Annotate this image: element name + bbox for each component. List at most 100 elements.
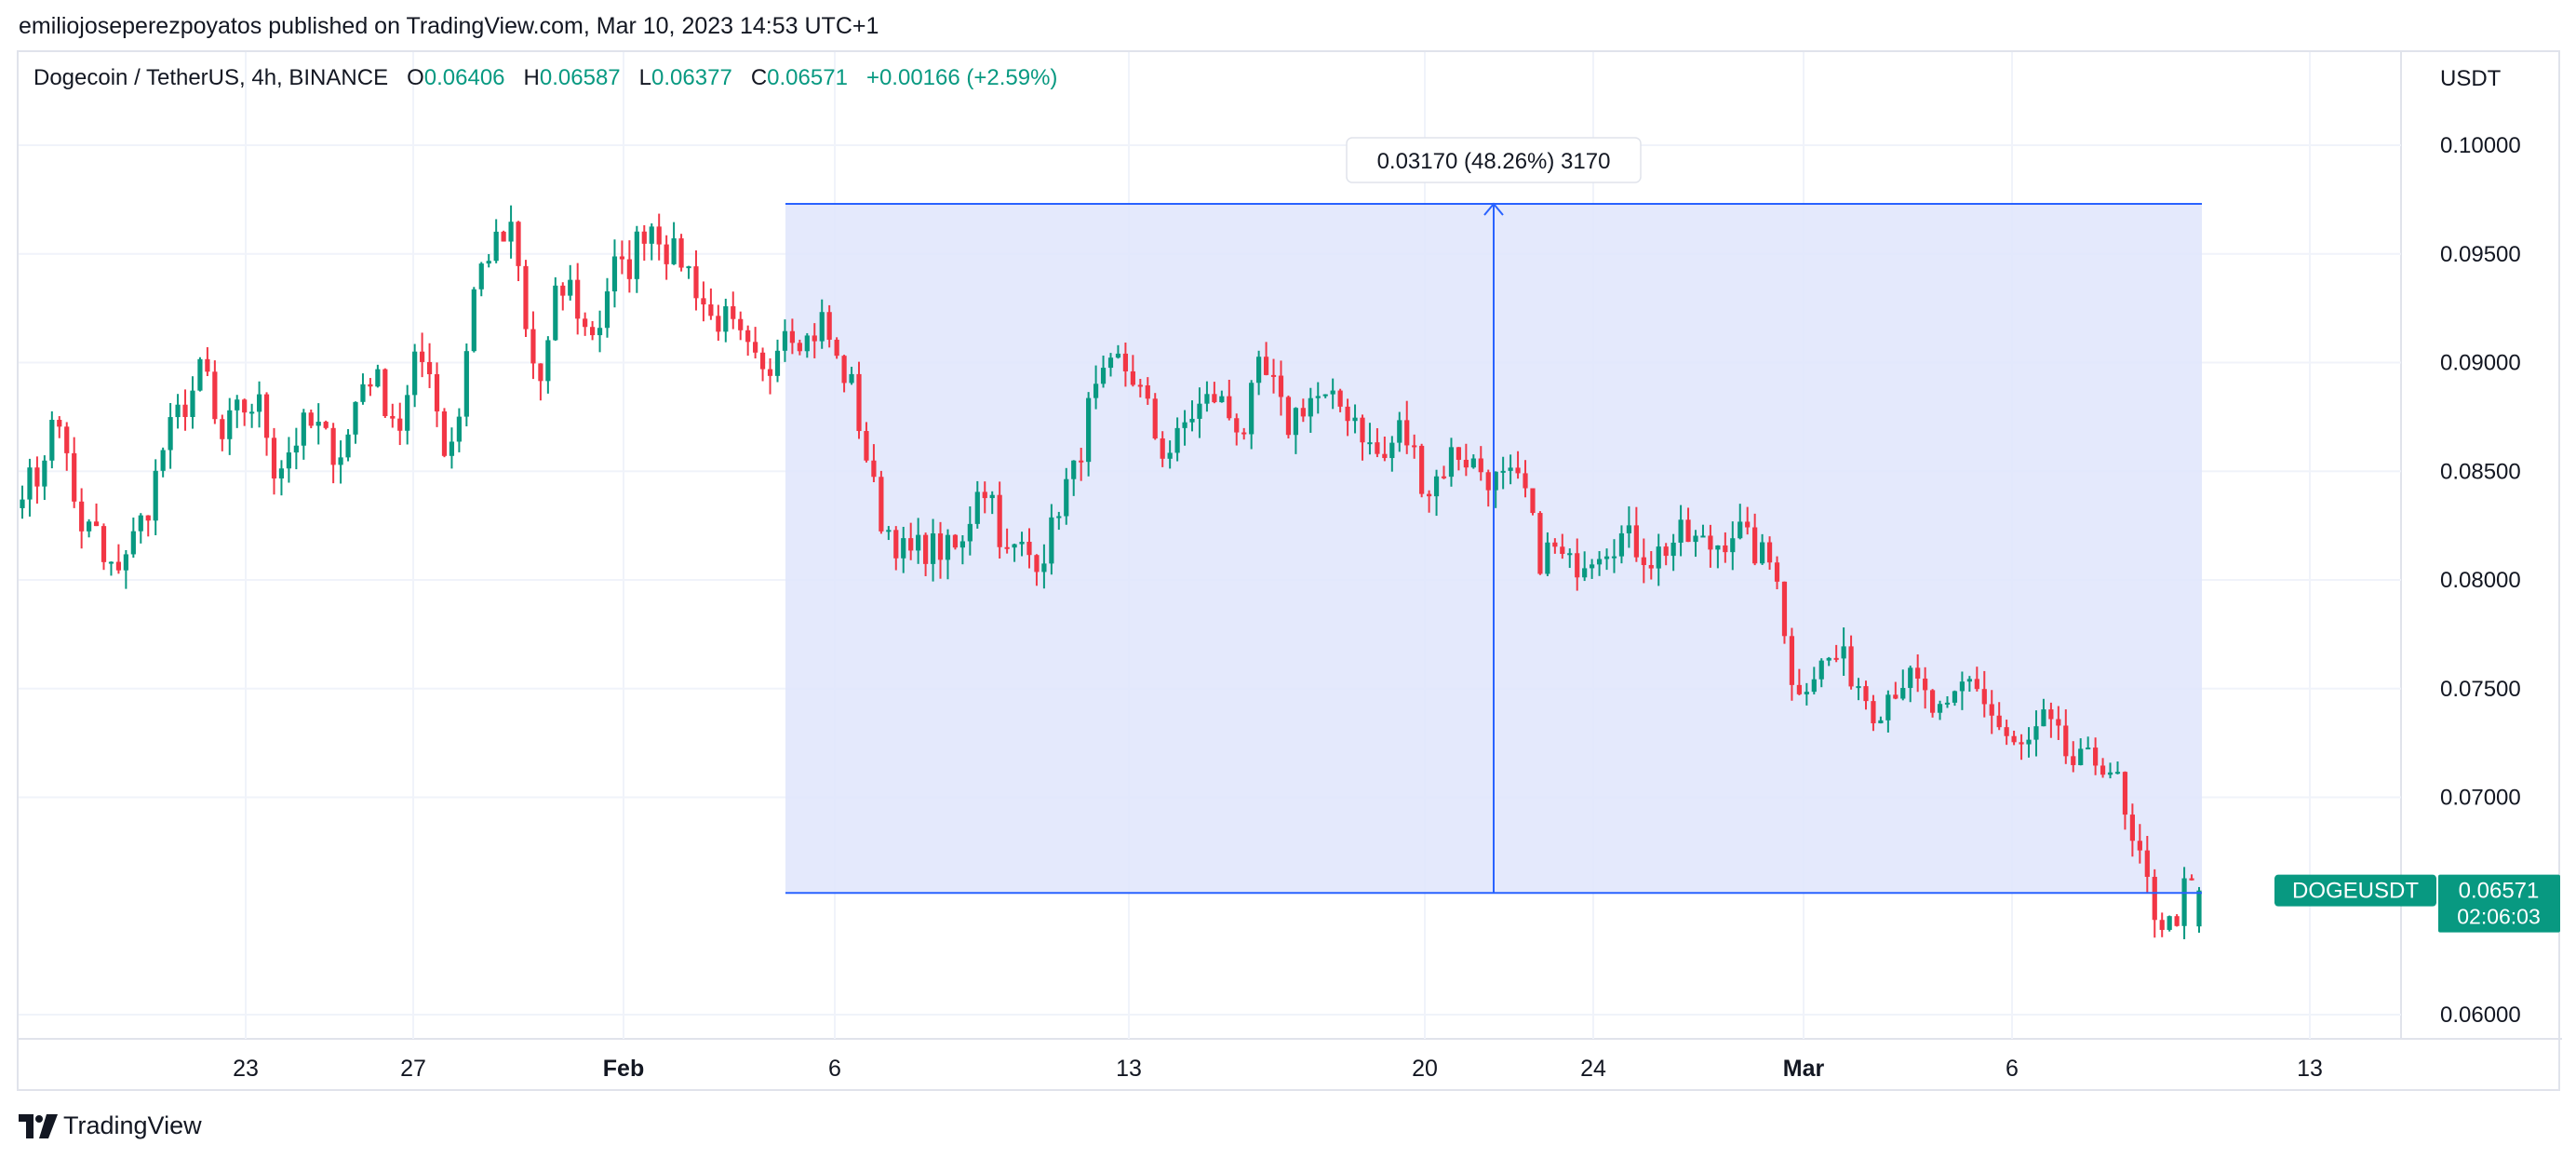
candle-body [153, 470, 158, 521]
candle-body [1122, 353, 1129, 371]
candle-body [145, 515, 151, 521]
publish-info: emiliojoseperezpoyatos published on Trad… [19, 13, 879, 39]
candle-body [826, 312, 832, 340]
legend-open-label: O [407, 65, 424, 90]
footer-brand-text: TradingView [63, 1111, 202, 1139]
candle-body [486, 261, 491, 264]
price-tick-label: 0.08000 [2440, 568, 2521, 593]
candle-body [834, 339, 839, 357]
candle-body [1885, 694, 1891, 720]
candle-body [1234, 418, 1240, 433]
candle-body [1375, 442, 1380, 454]
price-tick-label: 0.09000 [2440, 351, 2521, 376]
candle-body [1174, 427, 1180, 453]
candle-body [1552, 542, 1558, 547]
candle-body [2122, 772, 2128, 815]
candle-body [1981, 689, 1987, 705]
candle-body [256, 394, 262, 412]
candle-body [1856, 686, 1861, 689]
candle-body [1708, 535, 1713, 550]
candle-body [619, 256, 625, 260]
price-tick-label: 0.07500 [2440, 677, 2521, 702]
candle-body [1219, 396, 1225, 403]
price-axis: USDT 0.10000 0.09500 0.09000 0.08500 0.08000 0… [2440, 66, 2521, 1028]
candle-body [797, 343, 802, 352]
candle-body [390, 415, 396, 419]
candle-body [449, 441, 455, 456]
candle-body [293, 445, 299, 453]
candle-body [2181, 878, 2187, 926]
legend-change-value: +0.00166 (+2.59%) [865, 65, 1058, 90]
candle-body [249, 411, 255, 414]
candle-body [175, 404, 181, 418]
candle-body [1137, 384, 1143, 387]
time-tick-label: 23 [233, 1056, 259, 1082]
candle-body [1878, 720, 1884, 724]
candle-body [1826, 657, 1831, 661]
candle-body [1404, 420, 1410, 446]
candle-body [345, 434, 351, 458]
candle-body [1241, 432, 1247, 435]
legend-high-label: H [523, 65, 540, 90]
candle-body [989, 494, 995, 499]
candle-body [516, 222, 521, 266]
footer-branding[interactable]: TradingView [19, 1111, 202, 1140]
candle-body [893, 530, 899, 559]
candle-body [945, 534, 951, 560]
candle-body [952, 534, 959, 548]
candle-body [967, 523, 973, 542]
candle-body [1871, 701, 1876, 724]
candle-body [1352, 417, 1358, 422]
tradingview-logo-icon [19, 1113, 58, 1138]
symbol-tag-label: DOGEUSDT [2292, 879, 2419, 904]
candle-body [856, 373, 862, 432]
candle-body [1685, 519, 1691, 543]
candle-body [271, 438, 277, 478]
price-tick-label: 0.07000 [2440, 786, 2521, 811]
candle-body [242, 399, 248, 413]
candle-body [1152, 398, 1158, 438]
candle-body [1611, 556, 1617, 559]
candle-body [1412, 445, 1417, 448]
candlestick-chart[interactable]: 0.03170 (48.26%) 3170 USDT 0.10000 0.09500… [19, 52, 2562, 1093]
candle-body [123, 554, 128, 571]
candle-body [604, 291, 610, 329]
candle-body [1996, 715, 2002, 728]
candle-body [1493, 471, 1498, 491]
candle-body [560, 285, 566, 296]
chart-legend: Dogecoin / TetherUS, 4h, BINANCE O0.0640… [34, 65, 1057, 91]
candle-body [353, 401, 358, 435]
candle-body [1278, 375, 1284, 397]
candle-body [2137, 841, 2142, 851]
candle-body [2196, 890, 2202, 927]
candle-body [108, 561, 114, 564]
candle-body [49, 419, 55, 461]
candle-body [1560, 546, 1565, 555]
candle-body [101, 526, 107, 562]
candle-body [2174, 916, 2180, 926]
candle-body [1500, 470, 1506, 473]
candle-body [2189, 878, 2194, 881]
candle-body [982, 491, 987, 499]
candle-body [597, 328, 603, 336]
candle-body [1641, 557, 1646, 566]
candle-body [1426, 493, 1432, 497]
candle-body [1300, 408, 1306, 417]
candle-body [2152, 876, 2157, 921]
candle-body [1389, 442, 1395, 459]
chart-frame[interactable]: 0.03170 (48.26%) 3170 USDT 0.10000 0.09500… [17, 50, 2562, 1093]
candle-body [420, 351, 425, 362]
candle-body [2063, 725, 2069, 757]
range-measure-overlay: 0.03170 (48.26%) 3170 [785, 137, 2202, 895]
candle-body [611, 256, 618, 292]
candle-body [997, 494, 1002, 547]
candle-body [1145, 384, 1150, 399]
candle-body [1923, 678, 1928, 691]
candle-body [1745, 521, 1751, 528]
time-tick-label: 24 [1580, 1056, 1606, 1082]
candle-body [1419, 445, 1425, 494]
candle-body [1182, 422, 1187, 428]
candle-body [1781, 581, 1788, 637]
candle-body [2159, 920, 2165, 930]
candle-body [753, 342, 758, 353]
